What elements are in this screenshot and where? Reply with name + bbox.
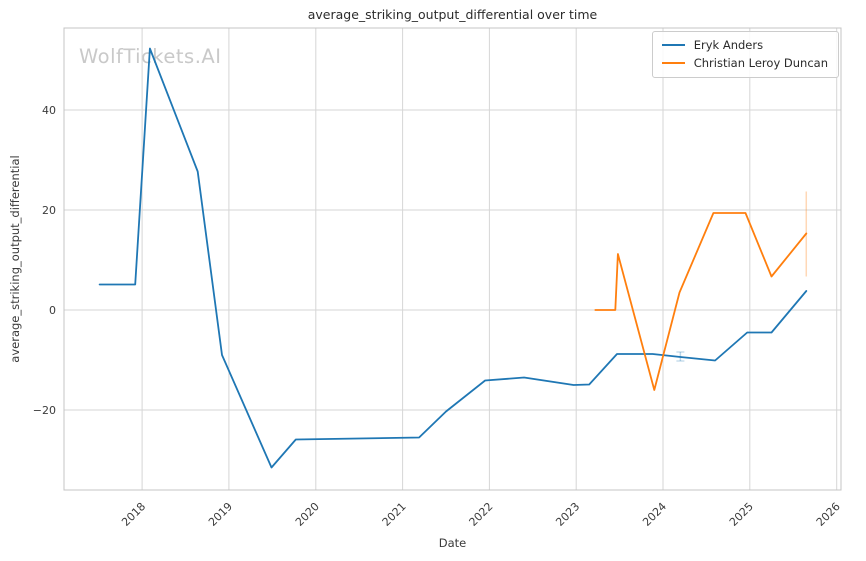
- legend-item: Eryk Anders: [661, 38, 828, 52]
- x-tick-label: 2022: [467, 500, 496, 529]
- x-tick-label: 2018: [119, 500, 148, 529]
- x-tick-label: 2021: [380, 500, 409, 529]
- x-tick-label: 2026: [814, 500, 843, 529]
- x-axis-label: Date: [438, 536, 467, 550]
- chart-title: average_striking_output_differential ove…: [307, 7, 598, 22]
- y-tick-label: −20: [33, 404, 56, 417]
- legend: Eryk Anders Christian Leroy Duncan: [651, 31, 839, 78]
- y-tick-label: 20: [42, 204, 56, 217]
- y-tick-label: 40: [42, 104, 56, 117]
- series-line-orange: [594, 212, 808, 391]
- legend-line-swatch-orange: [661, 62, 685, 64]
- y-tick-label: 0: [49, 304, 56, 317]
- legend-line-swatch-blue: [661, 44, 685, 46]
- x-tick-label: 2025: [727, 500, 756, 529]
- legend-label: Eryk Anders: [693, 38, 764, 52]
- series-line-blue: [98, 47, 808, 469]
- x-tick-label: 2024: [640, 500, 669, 529]
- legend-label: Christian Leroy Duncan: [693, 56, 828, 70]
- legend-item: Christian Leroy Duncan: [661, 56, 828, 70]
- x-tick-label: 2023: [553, 500, 582, 529]
- x-tick-label: 2020: [293, 500, 322, 529]
- plot-border: [63, 27, 842, 491]
- y-axis-label: average_striking_output_differential: [8, 155, 22, 363]
- x-tick-label: 2019: [206, 500, 235, 529]
